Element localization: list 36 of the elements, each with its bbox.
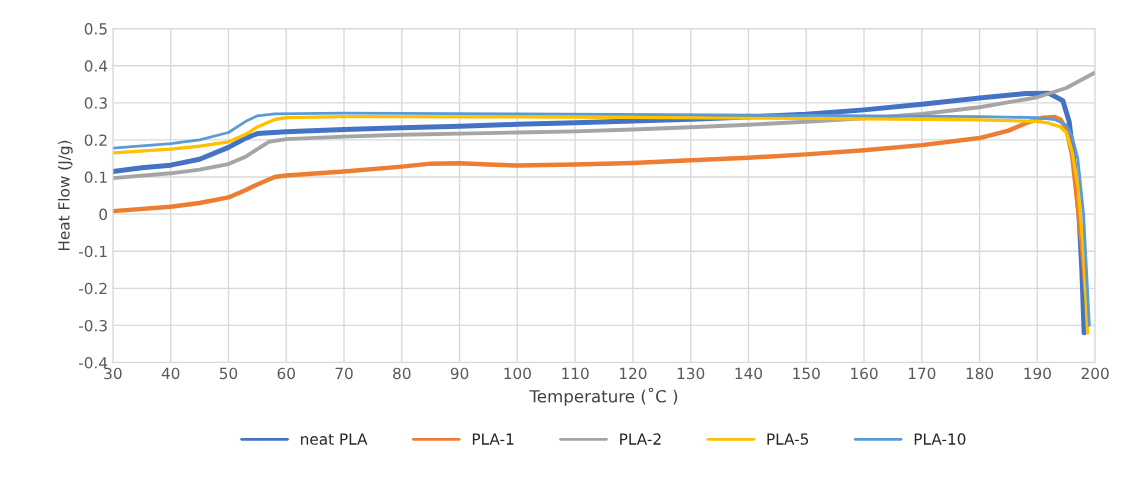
y-tick-label: -0.1 (78, 245, 107, 258)
y-tick-label: 0.3 (84, 97, 107, 109)
y-tick-label: 0.4 (84, 60, 108, 72)
legend-label: PLA-1 (472, 433, 514, 445)
y-tick-label: 0 (99, 208, 108, 221)
y-tick-label: -0.4 (78, 356, 108, 369)
x-tick-label: 170 (908, 367, 936, 380)
y-tick-label: -0.2 (78, 282, 107, 295)
x-tick-label: 40 (161, 367, 180, 380)
y-tick-label: 0.1 (84, 171, 107, 184)
legend-label: neat PLA (301, 433, 368, 445)
line-series (112, 70, 1096, 181)
x-tick-label: 60 (277, 367, 295, 380)
y-tick-label: 0.2 (84, 134, 107, 146)
x-tick-label: 30 (104, 367, 122, 380)
legend-label: PLA-5 (767, 433, 809, 445)
x-tick-label: 50 (219, 367, 238, 380)
x-tick-label: 120 (620, 367, 647, 380)
x-tick-label: 110 (562, 367, 589, 380)
y-tick-label: 0.5 (84, 23, 107, 35)
legend-label: PLA-10 (914, 433, 966, 445)
x-tick-label: 130 (677, 367, 705, 380)
x-axis-title: Temperature (˚C ) (529, 387, 678, 406)
x-tick-label: 200 (1081, 367, 1109, 380)
x-tick-label: 190 (1024, 367, 1051, 380)
x-tick-label: 180 (966, 367, 994, 380)
x-tick-label: 70 (335, 367, 353, 380)
x-tick-label: 80 (393, 367, 411, 380)
x-tick-label: 150 (793, 367, 820, 380)
x-tick-label: 90 (450, 367, 469, 380)
x-tick-label: 100 (504, 367, 531, 380)
y-tick-label: -0.3 (78, 319, 107, 332)
y-axis-title: Heat Flow (J/g) (57, 140, 73, 251)
x-tick-label: 160 (851, 367, 878, 380)
legend-label: PLA-2 (620, 433, 661, 445)
x-tick-label: 140 (735, 367, 763, 380)
